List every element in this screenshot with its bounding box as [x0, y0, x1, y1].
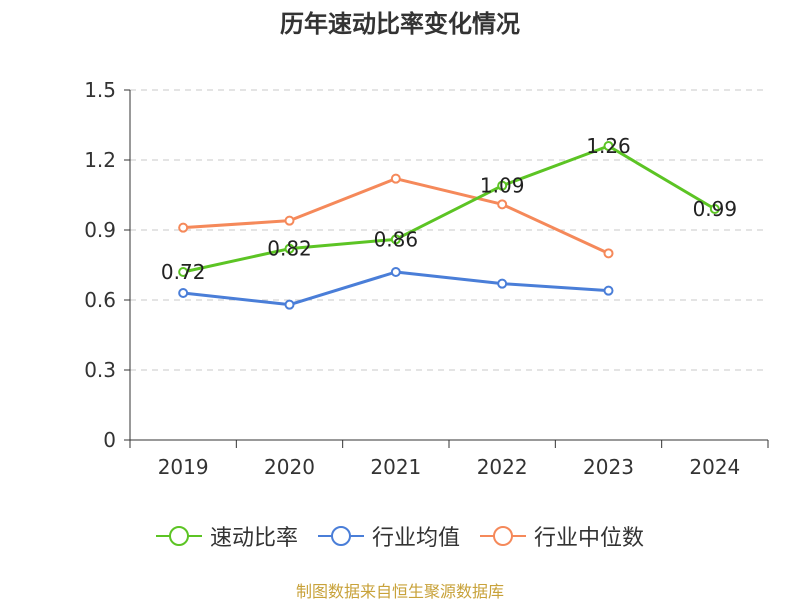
chart-legend: 速动比率 行业均值 行业中位数	[0, 520, 800, 552]
series-line	[182, 144, 716, 274]
data-label: 0.82	[267, 237, 312, 261]
data-point	[709, 204, 720, 214]
legend-item-speed-ratio[interactable]: 速动比率	[155, 520, 298, 552]
legend-item-industry-median[interactable]: 行业中位数	[480, 520, 644, 552]
y-tick-label: 1.2	[84, 148, 116, 172]
x-tick-label: 2022	[477, 455, 528, 479]
y-tick-label: 0.9	[84, 218, 116, 242]
data-point	[390, 234, 401, 245]
legend-item-industry-avg[interactable]: 行业均值	[317, 520, 460, 552]
y-tick-label: 1.5	[84, 78, 116, 102]
data-point	[178, 288, 189, 298]
y-tick-label: 0.6	[84, 288, 116, 312]
data-label: 0.99	[693, 197, 738, 221]
x-tick-label: 2021	[370, 455, 421, 479]
data-point	[284, 299, 295, 310]
data-label: 1.26	[586, 134, 631, 158]
y-tick-label: 0.3	[84, 358, 116, 382]
x-tick-label: 2024	[689, 455, 740, 479]
legend-label-industry-median: 行业中位数	[534, 526, 645, 551]
legend-swatch-industry-median	[480, 526, 526, 546]
data-point	[603, 285, 614, 296]
data-point	[603, 141, 614, 151]
data-point	[497, 278, 508, 289]
data-point	[178, 222, 189, 233]
legend-label-industry-avg: 行业均值	[371, 526, 460, 551]
data-point	[284, 243, 295, 254]
legend-label-speed-ratio: 速动比率	[209, 526, 298, 551]
data-point	[390, 267, 401, 277]
data-point	[497, 180, 508, 191]
y-tick-label: 0	[103, 428, 116, 452]
x-tick-label: 2023	[583, 455, 634, 479]
data-point	[390, 173, 401, 184]
chart-title: 历年速动比率变化情况	[280, 10, 520, 38]
data-point	[178, 267, 189, 277]
source-note: 制图数据来自恒生聚源数据库	[295, 582, 504, 601]
data-label: 0.86	[374, 227, 419, 251]
data-point	[284, 215, 295, 226]
x-tick-label: 2019	[158, 455, 209, 479]
legend-swatch-speed-ratio	[155, 526, 202, 546]
data-label: 0.72	[161, 260, 206, 284]
data-point	[497, 199, 508, 210]
data-point	[603, 248, 614, 259]
legend-swatch-industry-avg	[317, 526, 364, 546]
data-label: 1.09	[480, 174, 525, 198]
x-tick-label: 2020	[264, 455, 315, 479]
